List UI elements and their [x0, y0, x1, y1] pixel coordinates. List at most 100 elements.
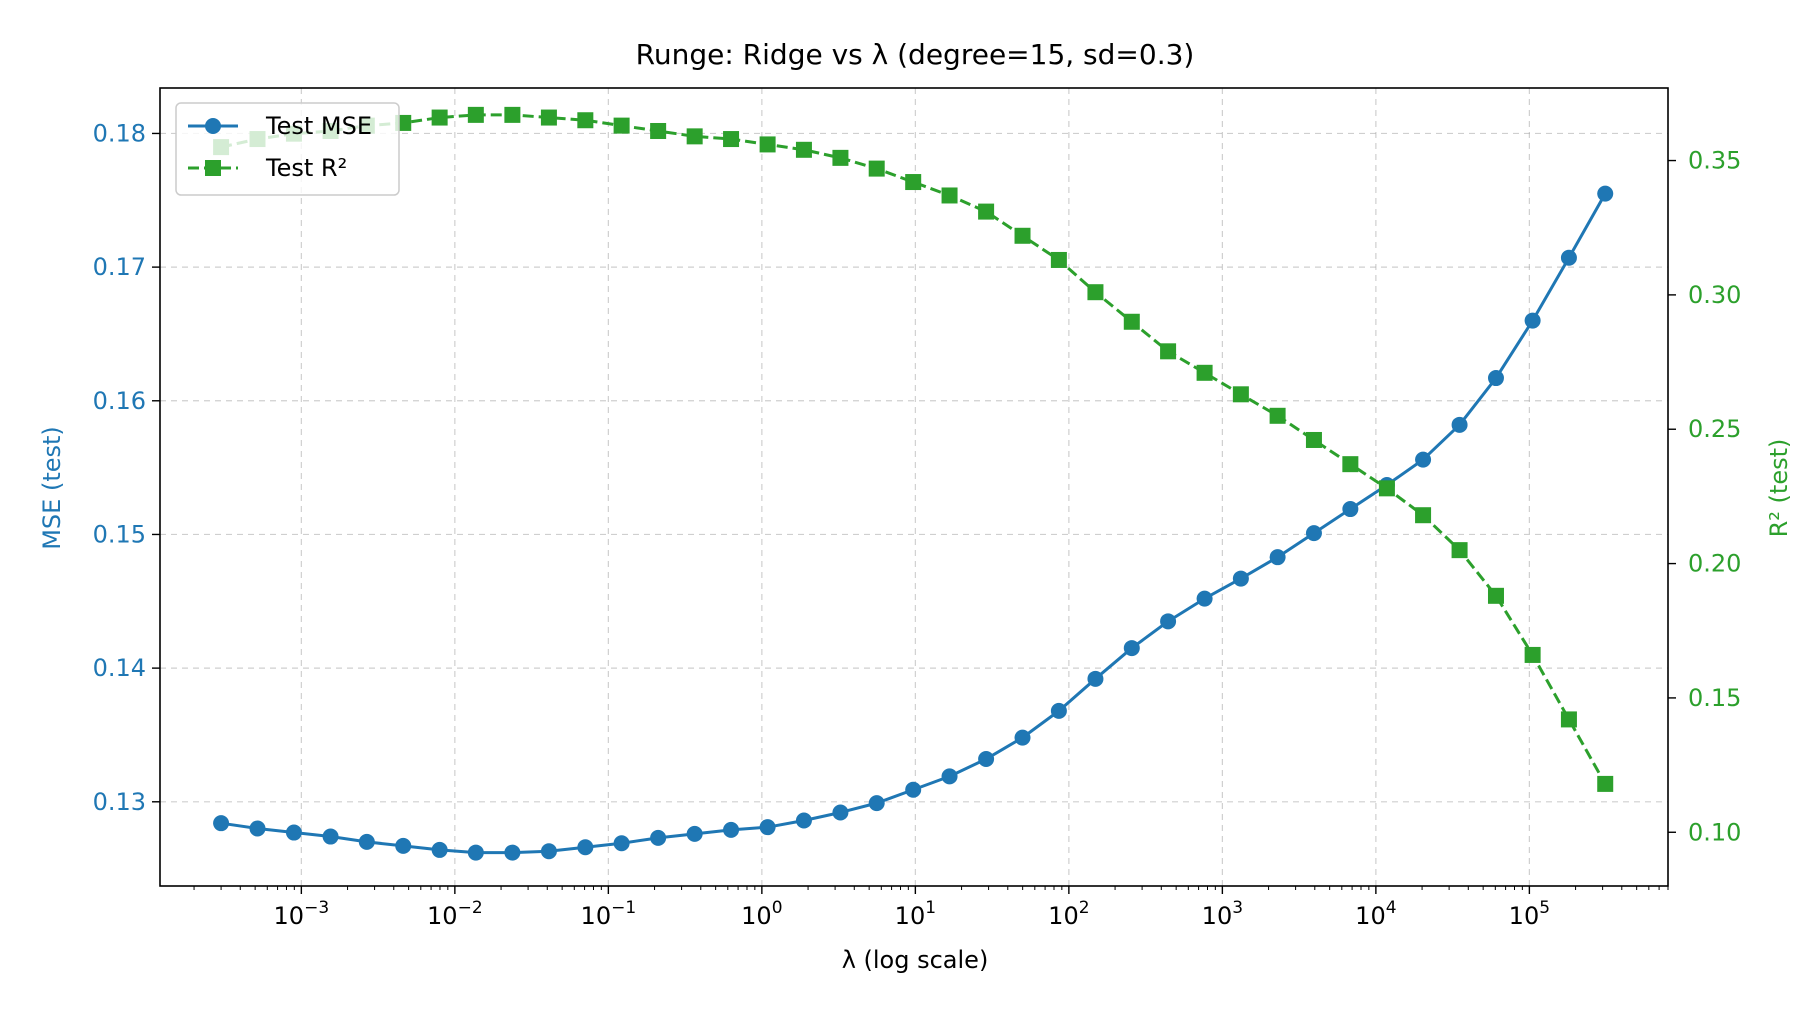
data-point-mse — [322, 828, 339, 845]
data-point-mse — [1123, 640, 1140, 657]
y-left-tick-label: 0.13 — [93, 788, 146, 816]
data-point-mse — [795, 812, 812, 829]
data-point-r2 — [540, 109, 557, 126]
data-point-mse — [249, 820, 266, 837]
data-point-mse — [686, 825, 703, 842]
data-point-mse — [1597, 185, 1614, 202]
data-point-r2 — [1050, 251, 1067, 268]
data-point-r2 — [1087, 284, 1104, 301]
x-tick-exponent: 0 — [772, 898, 783, 918]
y-right-tick-label: 0.10 — [1688, 818, 1741, 846]
data-point-r2 — [1597, 775, 1614, 792]
data-point-r2 — [504, 106, 521, 123]
y-left-tick-label: 0.18 — [93, 119, 146, 147]
data-point-mse — [1451, 416, 1468, 433]
data-point-mse — [431, 841, 448, 858]
data-point-r2 — [467, 106, 484, 123]
data-point-mse — [1232, 570, 1249, 587]
data-point-r2 — [577, 112, 594, 129]
data-point-mse — [1269, 549, 1286, 566]
data-point-r2 — [1415, 507, 1432, 524]
data-point-mse — [467, 844, 484, 861]
data-point-mse — [832, 804, 849, 821]
data-point-mse — [1305, 525, 1322, 542]
data-point-r2 — [1342, 456, 1359, 473]
y-right-tick-label: 0.15 — [1688, 684, 1741, 712]
y-left-tick-label: 0.16 — [93, 387, 146, 415]
data-point-mse — [613, 835, 630, 852]
data-point-r2 — [1014, 227, 1031, 244]
axis-layer: 10−3 10−2 10−1 100 101 102 103 104 1050.130.140.… — [93, 119, 1742, 930]
x-tick-exponent: 4 — [1386, 898, 1397, 918]
data-point-r2 — [650, 122, 667, 139]
y-right-axis-label: R² (test) — [1765, 439, 1793, 538]
x-tick-exponent: −3 — [304, 898, 329, 918]
data-point-mse — [723, 821, 740, 838]
data-point-r2 — [905, 174, 922, 191]
data-point-mse — [1415, 451, 1432, 468]
data-point-r2 — [1196, 364, 1213, 381]
data-point-r2 — [1524, 646, 1541, 663]
data-point-mse — [1342, 501, 1359, 518]
grid-layer — [160, 88, 1668, 886]
data-point-r2 — [1305, 431, 1322, 448]
data-point-mse — [1196, 590, 1213, 607]
series-line-r2 — [220, 113, 1607, 785]
data-point-r2 — [978, 203, 995, 220]
data-point-mse — [285, 824, 302, 841]
data-point-r2 — [1123, 313, 1140, 330]
data-point-mse — [759, 819, 776, 836]
data-point-r2 — [868, 160, 885, 177]
data-point-mse — [1487, 370, 1504, 387]
data-point-mse — [905, 781, 922, 798]
y-left-tick-label: 0.17 — [93, 253, 146, 281]
data-point-r2 — [686, 128, 703, 145]
data-point-r2 — [832, 149, 849, 166]
data-point-mse — [1014, 729, 1031, 746]
legend-mse-label: Test MSE — [265, 112, 372, 140]
data-point-r2 — [1160, 343, 1177, 360]
data-point-r2 — [941, 187, 958, 204]
data-point-mse — [650, 829, 667, 846]
x-tick-exponent: 5 — [1539, 898, 1550, 918]
y-right-tick-label: 0.25 — [1688, 415, 1741, 443]
y-right-tick-label: 0.20 — [1688, 550, 1741, 578]
data-point-r2 — [431, 109, 448, 126]
x-tick-exponent: 1 — [925, 898, 936, 918]
x-tick-label: 104 — [1355, 898, 1396, 930]
x-tick-label: 10−1 — [581, 898, 637, 930]
x-axis-label: λ (log scale) — [842, 946, 989, 974]
legend-r2-label: Test R² — [265, 154, 347, 182]
legend: Test MSE Test R² — [175, 102, 400, 196]
data-point-r2 — [759, 136, 776, 153]
data-point-r2 — [1378, 480, 1395, 497]
y-right-tick-label: 0.30 — [1688, 281, 1741, 309]
y-left-tick-label: 0.14 — [93, 654, 146, 682]
data-point-mse — [213, 815, 230, 832]
plot-frame — [159, 87, 1669, 887]
data-point-mse — [941, 768, 958, 785]
x-tick-exponent: 3 — [1232, 898, 1243, 918]
y-left-axis-label: MSE (test) — [38, 426, 66, 550]
y-left-tick-label: 0.15 — [93, 520, 146, 548]
data-point-r2 — [1487, 587, 1504, 604]
legend-mse-marker — [205, 118, 221, 134]
x-tick-exponent: −2 — [458, 898, 483, 918]
data-point-mse — [978, 751, 995, 768]
data-point-r2 — [1560, 711, 1577, 728]
x-tick-label: 103 — [1202, 898, 1243, 930]
legend-r2-marker — [205, 160, 221, 176]
data-point-mse — [1160, 613, 1177, 630]
data-point-mse — [1524, 312, 1541, 329]
x-tick-exponent: 2 — [1079, 898, 1090, 918]
data-point-mse — [1560, 249, 1577, 266]
data-point-mse — [395, 837, 412, 854]
x-tick-exponent: −1 — [611, 898, 636, 918]
data-point-r2 — [795, 141, 812, 158]
data-point-mse — [358, 833, 375, 850]
data-point-mse — [868, 795, 885, 812]
data-point-mse — [1087, 670, 1104, 687]
series-layer — [213, 106, 1614, 861]
